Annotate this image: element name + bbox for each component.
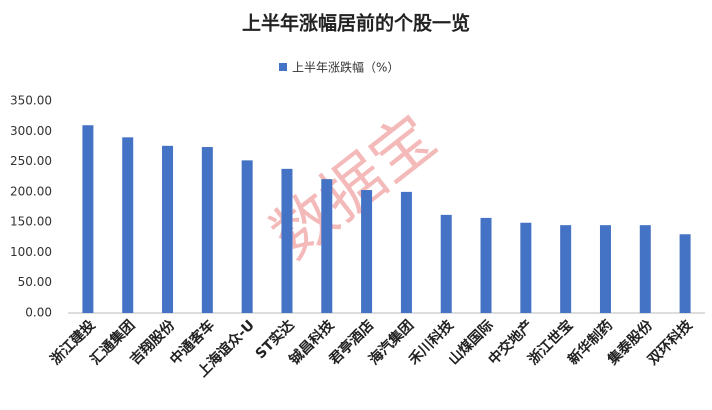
y-tick-label: 50.00 [18, 275, 52, 289]
bar [480, 217, 492, 313]
bar [361, 190, 373, 313]
legend-label: 上半年涨跌幅（%） [292, 60, 399, 75]
bar [560, 225, 572, 313]
legend-swatch [279, 63, 287, 71]
y-tick-label: 150.00 [10, 215, 52, 229]
bar [201, 147, 213, 313]
bar [440, 214, 452, 313]
y-tick-label: 0.00 [25, 306, 52, 320]
x-tick-label: 双环科技 [644, 316, 696, 368]
bar [241, 160, 253, 313]
bar [679, 234, 691, 313]
chart-title: 上半年涨幅居前的个股一览 [242, 12, 470, 35]
bar [599, 225, 611, 313]
bar [321, 179, 333, 313]
y-tick-label: 100.00 [10, 245, 52, 259]
y-tick-label: 200.00 [10, 184, 52, 198]
bar [281, 168, 293, 313]
bar [122, 137, 134, 313]
bar [639, 225, 651, 313]
bar [82, 125, 94, 313]
y-tick-label: 250.00 [10, 154, 52, 168]
y-tick-label: 350.00 [10, 94, 52, 108]
y-tick-label: 300.00 [10, 124, 52, 138]
bar [520, 222, 532, 313]
bar [162, 145, 174, 313]
bar [400, 191, 412, 313]
